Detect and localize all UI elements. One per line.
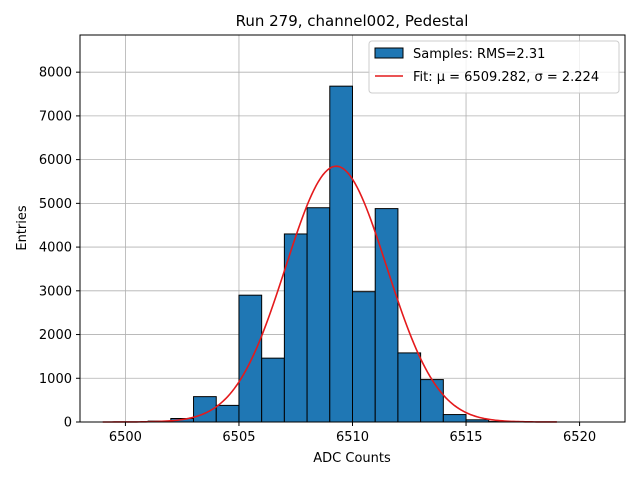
histogram-bar <box>442 414 467 423</box>
x-axis-label: ADC Counts <box>313 451 391 466</box>
y-tick-label: 0 <box>64 416 72 431</box>
chart-title: Run 279, channel002, Pedestal <box>236 12 469 30</box>
y-axis-label: Entries <box>15 205 30 251</box>
y-tick-label: 6000 <box>39 153 72 168</box>
legend-histogram-label: Samples: RMS=2.31 <box>413 47 545 62</box>
legend-histogram-swatch <box>374 47 404 59</box>
histogram-bar <box>352 291 376 423</box>
y-tick-label: 5000 <box>39 197 72 212</box>
histogram-bar <box>397 352 422 423</box>
y-tick-label: 4000 <box>39 241 72 256</box>
x-tick-label: 6510 <box>336 430 369 445</box>
x-tick-label: 6505 <box>222 430 255 445</box>
fit-curve <box>102 165 557 423</box>
histogram-bar <box>306 207 331 423</box>
legend-fit-label: Fit: μ = 6509.282, σ = 2.224 <box>413 70 599 85</box>
histogram-bar <box>261 357 285 423</box>
legend-box <box>368 40 620 94</box>
y-tick-label: 8000 <box>39 66 72 81</box>
histogram-bar <box>420 379 444 423</box>
x-tick-label: 6515 <box>449 430 482 445</box>
histogram-bars <box>147 85 512 423</box>
histogram-bar <box>329 85 353 423</box>
y-tick-label: 1000 <box>39 372 72 387</box>
y-tick-label: 7000 <box>39 109 72 124</box>
y-tick-label: 3000 <box>39 284 72 299</box>
y-tick-label: 2000 <box>39 328 72 343</box>
legend: Samples: RMS=2.31 Fit: μ = 6509.282, σ =… <box>368 40 620 94</box>
histogram-bar <box>215 404 240 423</box>
histogram-bar <box>238 294 263 423</box>
x-axis-ticks: 6500 6505 6510 6515 6520 <box>109 422 596 445</box>
x-tick-label: 6500 <box>109 430 142 445</box>
y-axis-ticks: 0 1000 2000 3000 4000 5000 6000 7000 8000 <box>39 66 80 431</box>
x-tick-label: 6520 <box>563 430 596 445</box>
